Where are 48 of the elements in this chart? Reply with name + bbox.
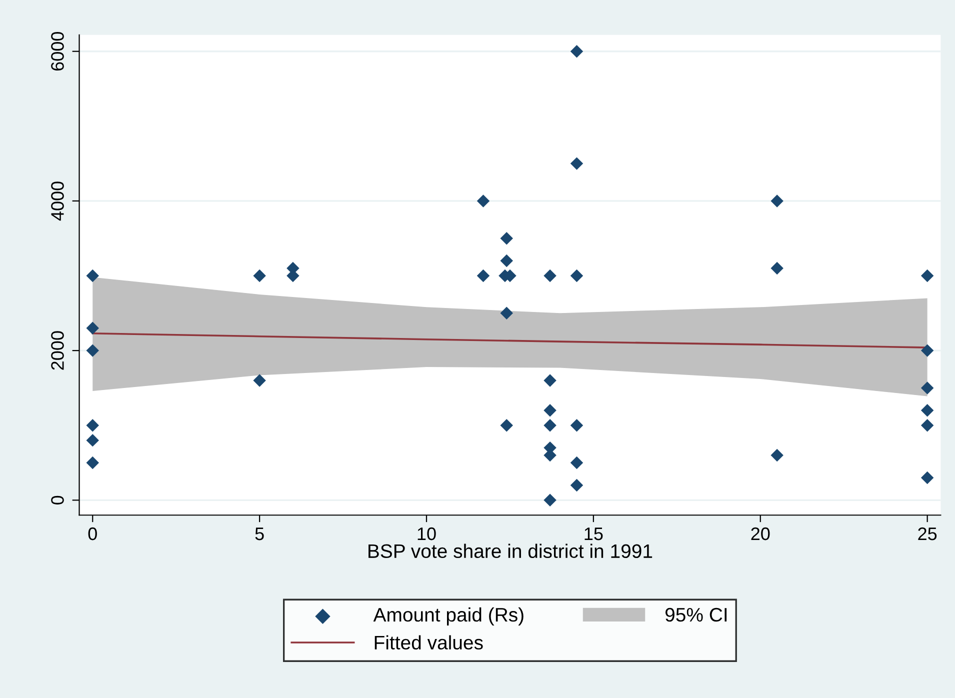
x-tick-label: 5 bbox=[255, 528, 264, 540]
point bbox=[920, 419, 934, 432]
point bbox=[86, 322, 99, 334]
point bbox=[770, 448, 784, 462]
y-tick-label: 0 bbox=[51, 496, 64, 504]
point bbox=[86, 269, 99, 282]
point bbox=[500, 232, 513, 245]
text: 95% CI bbox=[665, 608, 727, 622]
point bbox=[544, 269, 556, 282]
x-axis-title: BSP vote share in district in 1991 bbox=[368, 544, 652, 558]
point bbox=[570, 157, 584, 170]
legend-label: Amount paid (Rs) bbox=[373, 607, 524, 626]
point bbox=[570, 419, 584, 432]
point bbox=[920, 382, 934, 394]
point bbox=[570, 456, 584, 470]
point bbox=[544, 494, 556, 507]
point bbox=[476, 269, 490, 282]
y-tick-label: 2000 bbox=[51, 331, 64, 370]
point bbox=[253, 269, 266, 282]
y-tick-label: 4000 bbox=[51, 182, 64, 221]
point bbox=[544, 419, 556, 432]
point bbox=[544, 374, 556, 387]
x-tick-label: 0 bbox=[88, 527, 97, 540]
point bbox=[920, 344, 934, 357]
point bbox=[500, 306, 513, 320]
point bbox=[500, 419, 513, 432]
point bbox=[570, 44, 584, 58]
point bbox=[86, 434, 99, 447]
point bbox=[920, 404, 934, 417]
point bbox=[476, 194, 490, 208]
point bbox=[770, 194, 784, 208]
x-tick-label: 20 bbox=[751, 527, 770, 540]
point bbox=[920, 269, 934, 282]
y-tick-label: 6000 bbox=[51, 32, 64, 71]
point bbox=[920, 471, 934, 484]
point bbox=[544, 404, 556, 417]
legend-label: Fitted values bbox=[374, 635, 483, 650]
point bbox=[770, 262, 784, 275]
point bbox=[570, 478, 584, 492]
x-tick-label: 15 bbox=[584, 528, 603, 540]
point bbox=[500, 254, 513, 268]
x-tick-label: 25 bbox=[918, 527, 937, 540]
point bbox=[570, 269, 584, 282]
point bbox=[86, 344, 99, 357]
point bbox=[86, 456, 99, 470]
point bbox=[86, 419, 99, 432]
point bbox=[253, 374, 266, 387]
x-tick-label: 10 bbox=[418, 527, 436, 540]
